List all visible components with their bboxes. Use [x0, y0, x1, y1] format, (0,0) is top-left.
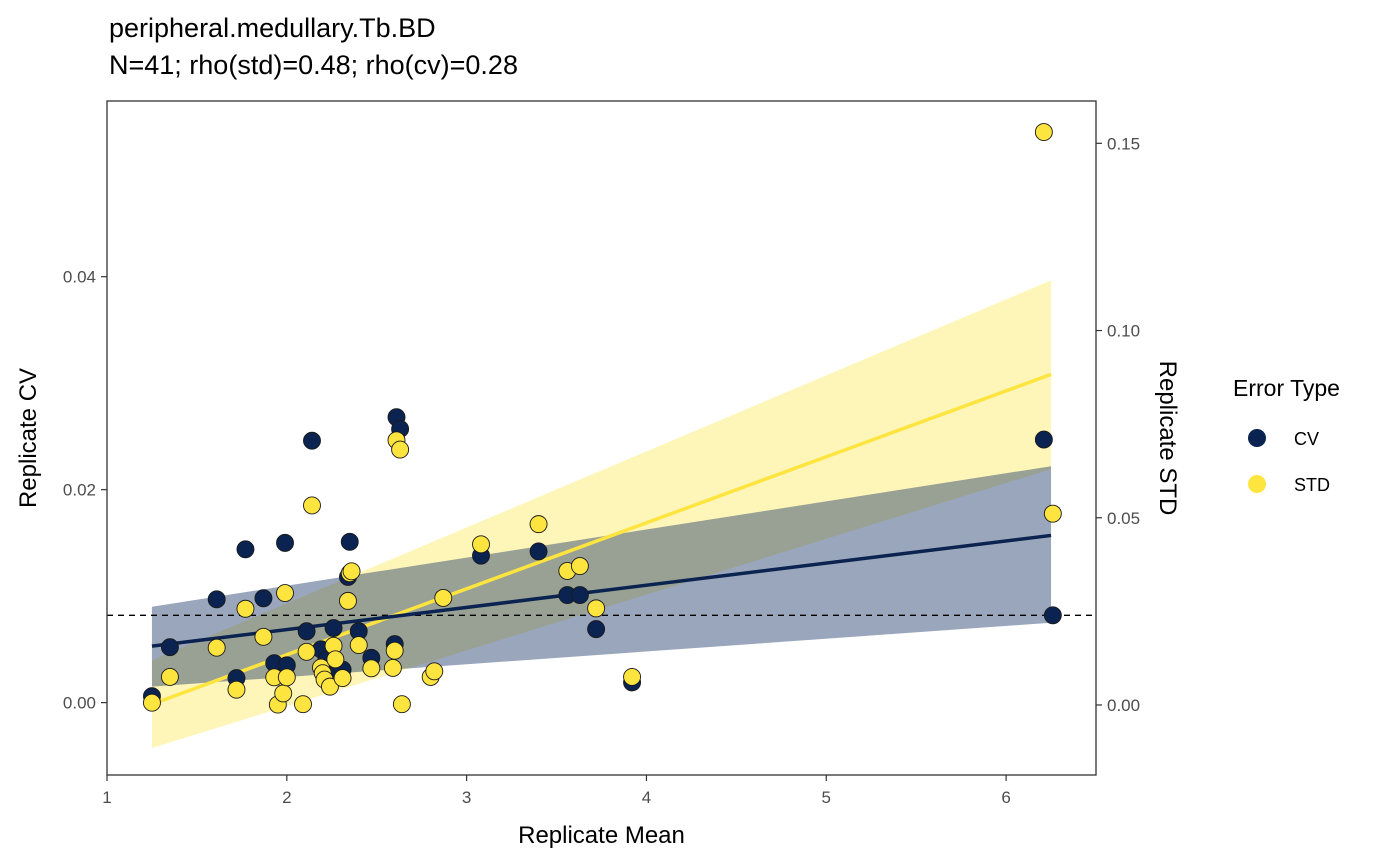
data-point-cv	[570, 586, 589, 605]
data-point-std	[342, 562, 361, 581]
data-point-std	[392, 695, 411, 714]
data-point-std	[362, 659, 381, 678]
data-point-std	[333, 669, 352, 687]
legend-marker-cv	[1248, 429, 1266, 447]
y-tick-label: 0.00	[63, 694, 96, 713]
data-point-std	[274, 684, 293, 703]
data-point-std	[391, 440, 410, 459]
data-point-cv	[276, 533, 294, 552]
data-point-cv	[587, 620, 606, 639]
data-point-cv	[297, 622, 316, 641]
data-point-std	[425, 662, 444, 681]
data-point-std	[303, 496, 321, 515]
y2-tick-label: 0.15	[1107, 134, 1140, 153]
confidence-band-std	[151, 280, 1052, 749]
data-point-std	[339, 591, 357, 610]
x-tick-label: 5	[822, 788, 831, 807]
data-point-cv	[529, 542, 548, 561]
data-point-cv	[1034, 430, 1053, 449]
data-point-std	[529, 515, 548, 534]
data-point-cv	[340, 532, 359, 551]
confidence-bands	[151, 280, 1052, 749]
y-tick-label: 0.04	[63, 268, 96, 287]
x-tick-label: 1	[102, 788, 111, 807]
legend-label-std: STD	[1294, 475, 1330, 495]
data-point-cv	[236, 540, 255, 559]
data-point-cv	[324, 619, 343, 638]
chart-title: peripheral.medullary.Tb.BD	[109, 13, 436, 43]
y-tick-label: 0.02	[63, 481, 96, 500]
data-points	[143, 123, 1062, 714]
x-tick-label: 3	[462, 788, 471, 807]
y-axis-title: Replicate CV	[15, 368, 42, 508]
x-tick-label: 2	[282, 788, 291, 807]
confidence-band-cv	[151, 466, 1052, 687]
data-point-std	[236, 599, 255, 618]
data-point-cv	[303, 431, 321, 450]
plot-panel	[106, 100, 1097, 776]
data-point-std	[1043, 504, 1062, 523]
data-point-cv	[207, 590, 226, 609]
data-point-std	[294, 695, 312, 714]
data-point-std	[623, 667, 642, 686]
data-point-std	[587, 599, 606, 618]
data-point-std	[277, 668, 296, 687]
data-point-std	[349, 636, 368, 655]
data-point-std	[207, 638, 226, 657]
data-point-std	[472, 535, 490, 554]
x-tick-label: 6	[1001, 788, 1010, 807]
legend-marker-std	[1248, 475, 1266, 493]
data-point-std	[1034, 123, 1053, 142]
data-point-std	[434, 588, 453, 607]
legend-label-cv: CV	[1294, 429, 1319, 449]
data-point-std	[254, 627, 273, 646]
data-point-std	[570, 557, 589, 576]
data-point-std	[276, 584, 294, 602]
data-point-cv	[1043, 606, 1062, 625]
y2-tick-label: 0.10	[1107, 322, 1140, 341]
chart-subtitle: N=41; rho(std)=0.48; rho(cv)=0.28	[109, 50, 518, 80]
data-point-cv	[254, 589, 273, 608]
data-point-std	[321, 677, 339, 696]
y2-tick-label: 0.05	[1107, 509, 1140, 528]
x-tick-label: 4	[642, 788, 651, 807]
data-point-std	[383, 658, 402, 677]
legend: Error Type CV STD	[1233, 375, 1340, 495]
data-point-std	[297, 642, 316, 661]
data-point-std	[227, 680, 246, 699]
data-point-std	[143, 693, 161, 712]
data-point-std	[160, 667, 179, 686]
data-point-std	[326, 650, 345, 669]
x-axis-title: Replicate Mean	[518, 822, 685, 849]
y2-tick-label: 0.00	[1107, 696, 1140, 715]
data-point-std	[385, 641, 404, 660]
legend-title: Error Type	[1233, 375, 1340, 401]
data-point-cv	[160, 638, 179, 657]
y2-axis-title: Replicate STD	[1154, 361, 1181, 516]
axes: 1 2 3 4 5 6 0.00 0.02 0.04 0.00 0.05 0.10 0.15	[63, 134, 1140, 807]
